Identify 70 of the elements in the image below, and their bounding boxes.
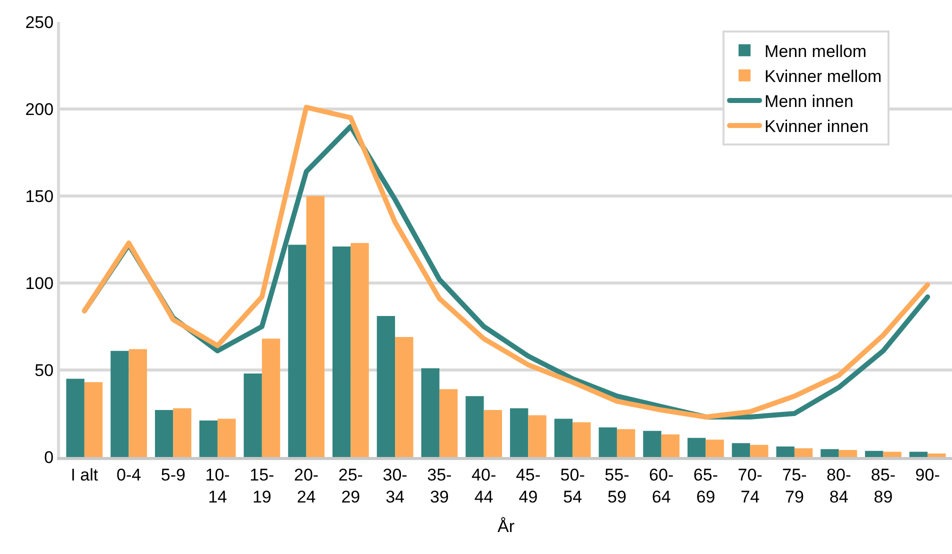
bar [421, 368, 440, 457]
bar [199, 420, 218, 457]
bar [306, 196, 324, 457]
y-tick-label: 0 [44, 448, 54, 467]
bar [439, 389, 458, 457]
bar [128, 349, 147, 457]
bar [84, 382, 103, 457]
x-tick-label: 55-59 [604, 465, 630, 506]
bar [776, 446, 794, 457]
x-tick-label: 70-74 [738, 465, 762, 506]
x-tick-label: 75-79 [782, 465, 807, 506]
bar [466, 396, 484, 457]
y-tick-label: 200 [25, 100, 54, 119]
bar [173, 408, 192, 457]
x-tick-label: 25-29 [338, 465, 363, 506]
bar [909, 452, 928, 457]
bar [820, 449, 839, 457]
bar [262, 338, 280, 457]
bar [110, 350, 129, 457]
y-tick-label: 250 [25, 12, 54, 32]
y-tick-label: 100 [25, 274, 54, 293]
bar [484, 410, 502, 457]
legend-label: Kvinner mellom [764, 66, 882, 86]
x-tick-label: 10-14 [205, 465, 230, 506]
x-axis-title: År [498, 516, 515, 536]
bar [661, 434, 680, 457]
x-tick-label: 65-69 [693, 465, 718, 506]
bar [154, 410, 174, 457]
x-tick-label: 45-49 [516, 465, 540, 506]
bar [750, 444, 768, 457]
bar [376, 316, 396, 457]
bar [688, 438, 706, 457]
bar [554, 418, 573, 457]
bar [732, 443, 750, 457]
legend-label: Menn innen [764, 92, 854, 112]
bar [350, 242, 369, 457]
x-tick-label: 90- [915, 465, 940, 484]
x-tick-label: 30-34 [382, 465, 408, 506]
bar [883, 452, 902, 457]
bar [643, 430, 662, 457]
bar [928, 454, 946, 457]
bar [572, 422, 591, 457]
bar [510, 408, 528, 457]
bar [706, 440, 724, 457]
bar [332, 246, 351, 457]
bar [794, 448, 813, 457]
bar [66, 378, 84, 457]
x-tick-label: 85-89 [870, 465, 896, 506]
x-tick-label: 15-19 [250, 465, 274, 506]
bar [865, 450, 884, 457]
x-tick-label: 35-39 [427, 465, 452, 506]
bar [838, 450, 858, 457]
bar [395, 336, 414, 457]
bar [616, 429, 636, 457]
bar [218, 418, 236, 457]
x-tick-label: 40-44 [472, 465, 496, 506]
y-tick-label: 150 [25, 186, 54, 206]
bar [598, 427, 617, 457]
y-tick-label: 50 [34, 360, 54, 380]
x-tick-label: 50-54 [560, 465, 585, 506]
bar [528, 415, 546, 457]
x-tick-label: 80-84 [826, 465, 852, 506]
x-tick-label: 5-9 [160, 465, 186, 484]
x-tick-label: I alt [70, 465, 98, 484]
legend-label: Kvinner innen [764, 117, 869, 136]
x-tick-label: 60-64 [649, 465, 674, 506]
legend-label: Menn mellom [764, 42, 867, 61]
x-tick-label: 20-24 [294, 465, 319, 506]
bar [244, 373, 262, 457]
x-tick-label: 0-4 [116, 465, 142, 484]
